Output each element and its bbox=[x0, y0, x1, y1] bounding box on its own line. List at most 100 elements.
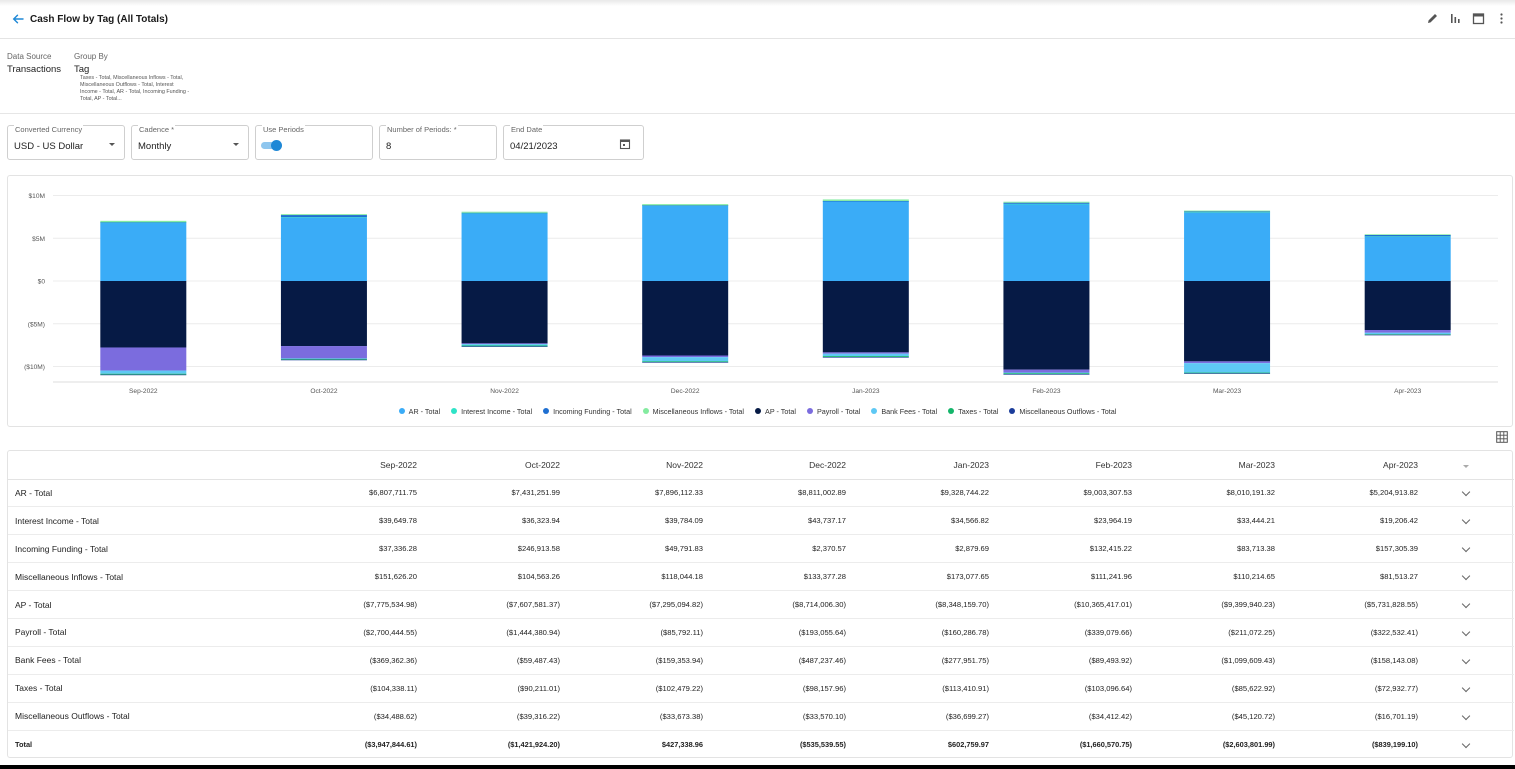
bar-segment[interactable] bbox=[1003, 374, 1090, 375]
bar-segment[interactable] bbox=[822, 352, 909, 354]
column-header[interactable]: Jan-2023 bbox=[846, 451, 989, 480]
calendar-icon[interactable] bbox=[1471, 11, 1486, 26]
bar-segment[interactable] bbox=[822, 353, 909, 357]
bar-segment[interactable] bbox=[822, 199, 909, 201]
bar-segment[interactable] bbox=[642, 205, 729, 206]
table-row[interactable]: Taxes - Total ($104,338.11) ($90,211.01) ($… bbox=[8, 674, 1514, 703]
row-expand[interactable] bbox=[1418, 674, 1514, 703]
bar-segment[interactable] bbox=[1184, 212, 1271, 213]
bar-segment[interactable] bbox=[461, 345, 548, 347]
row-expand[interactable] bbox=[1418, 534, 1514, 564]
row-expand[interactable] bbox=[1418, 479, 1514, 508]
bar-segment[interactable] bbox=[461, 213, 548, 281]
bar-segment[interactable] bbox=[1003, 369, 1090, 373]
bar-segment[interactable] bbox=[822, 201, 909, 281]
bar-segment[interactable] bbox=[280, 358, 367, 360]
column-header[interactable]: Sep-2022 bbox=[274, 451, 417, 480]
bar-segment[interactable] bbox=[642, 205, 729, 281]
bar-segment[interactable] bbox=[1184, 281, 1271, 362]
bar-segment[interactable] bbox=[642, 357, 729, 362]
bar-segment[interactable] bbox=[1184, 361, 1271, 364]
periods-input[interactable]: Number of Periods: * 8 bbox=[379, 125, 497, 160]
row-expand[interactable] bbox=[1418, 506, 1514, 536]
bar-segment[interactable] bbox=[280, 215, 367, 218]
calendar-picker-icon[interactable] bbox=[619, 138, 631, 150]
table-row[interactable]: Interest Income - Total $39,649.78 $36,323… bbox=[8, 506, 1514, 536]
chevron-down-icon[interactable] bbox=[1461, 683, 1471, 692]
bar-segment[interactable] bbox=[461, 211, 548, 213]
cadence-select[interactable]: Cadence * Monthly bbox=[131, 125, 249, 160]
more-vert-icon[interactable] bbox=[1494, 11, 1509, 26]
bar-segment[interactable] bbox=[822, 281, 909, 353]
table-grid-icon[interactable] bbox=[1496, 431, 1508, 443]
chevron-down-icon[interactable] bbox=[1461, 711, 1471, 720]
column-menu[interactable] bbox=[1418, 451, 1514, 480]
row-expand[interactable] bbox=[1418, 618, 1514, 647]
table-row[interactable]: AP - Total ($7,775,534.98) ($7,607,581.37)… bbox=[8, 590, 1514, 619]
column-header[interactable]: Nov-2022 bbox=[560, 451, 703, 480]
use-periods-toggle[interactable] bbox=[261, 140, 283, 151]
legend-item[interactable]: Interest Income - Total bbox=[451, 404, 532, 418]
chevron-down-icon[interactable] bbox=[1461, 627, 1471, 637]
bar-segment[interactable] bbox=[461, 343, 548, 345]
bar-segment[interactable] bbox=[280, 358, 367, 359]
legend-item[interactable]: Incoming Funding - Total bbox=[543, 404, 632, 418]
bar-segment[interactable] bbox=[280, 281, 367, 347]
bar-segment[interactable] bbox=[100, 347, 187, 371]
bar-segment[interactable] bbox=[1364, 332, 1451, 335]
column-header[interactable]: Oct-2022 bbox=[417, 451, 560, 480]
bar-segment[interactable] bbox=[1184, 211, 1271, 213]
column-header[interactable]: Mar-2023 bbox=[1132, 451, 1275, 480]
bar-segment[interactable] bbox=[280, 214, 367, 216]
chevron-down-icon[interactable] bbox=[1461, 655, 1471, 665]
legend-item[interactable]: Bank Fees - Total bbox=[871, 404, 937, 418]
column-header[interactable]: Apr-2023 bbox=[1275, 451, 1418, 480]
back-arrow-icon[interactable] bbox=[11, 12, 25, 26]
bar-segment[interactable] bbox=[1184, 373, 1271, 374]
table-row[interactable]: AR - Total $6,807,711.75 $7,431,251.99 $7,8… bbox=[8, 479, 1514, 508]
bar-segment[interactable] bbox=[1364, 334, 1451, 335]
edit-pencil-icon[interactable] bbox=[1425, 11, 1440, 26]
bar-segment[interactable] bbox=[100, 373, 187, 375]
chevron-down-icon[interactable] bbox=[1461, 488, 1471, 497]
bar-segment[interactable] bbox=[822, 356, 909, 358]
bar-segment[interactable] bbox=[100, 370, 187, 374]
bar-segment[interactable] bbox=[1364, 236, 1451, 281]
bar-segment[interactable] bbox=[1003, 203, 1090, 205]
bar-segment[interactable] bbox=[280, 217, 367, 281]
table-row[interactable]: Incoming Funding - Total $37,336.28 $246,9… bbox=[8, 534, 1514, 564]
bar-segment[interactable] bbox=[1003, 204, 1090, 281]
bar-segment[interactable] bbox=[461, 281, 548, 344]
bar-segment[interactable] bbox=[100, 222, 187, 281]
bar-segment[interactable] bbox=[461, 212, 548, 214]
bar-segment[interactable] bbox=[1364, 234, 1451, 237]
bar-segment[interactable] bbox=[1184, 210, 1271, 212]
bar-segment[interactable] bbox=[1003, 372, 1090, 374]
chevron-down-icon[interactable] bbox=[1461, 571, 1471, 581]
bar-segment[interactable] bbox=[1364, 236, 1451, 237]
column-header[interactable]: Feb-2023 bbox=[989, 451, 1132, 480]
bar-segment[interactable] bbox=[1184, 363, 1271, 373]
bar-segment[interactable] bbox=[1003, 373, 1090, 375]
table-row[interactable]: Bank Fees - Total ($369,362.36) ($59,487.4… bbox=[8, 646, 1514, 675]
row-expand[interactable] bbox=[1418, 702, 1514, 731]
legend-item[interactable]: AP - Total bbox=[755, 404, 796, 418]
bar-segment[interactable] bbox=[1003, 281, 1090, 370]
bar-segment[interactable] bbox=[1364, 234, 1451, 235]
bar-segment[interactable] bbox=[280, 346, 367, 359]
bar-segment[interactable] bbox=[100, 222, 187, 223]
bar-segment[interactable] bbox=[822, 357, 909, 358]
chevron-down-icon[interactable] bbox=[1461, 516, 1471, 525]
bar-segment[interactable] bbox=[280, 217, 367, 218]
end-date-input[interactable]: End Date 04/21/2023 bbox=[503, 125, 644, 160]
bar-segment[interactable] bbox=[642, 355, 729, 358]
bar-segment[interactable] bbox=[642, 204, 729, 206]
table-row[interactable]: Payroll - Total ($2,700,444.55) ($1,444,38… bbox=[8, 618, 1514, 647]
bar-segment[interactable] bbox=[461, 213, 548, 214]
currency-select[interactable]: Converted Currency USD - US Dollar bbox=[7, 125, 125, 160]
bar-segment[interactable] bbox=[100, 374, 187, 376]
bar-segment[interactable] bbox=[1364, 334, 1451, 336]
bar-segment[interactable] bbox=[100, 222, 187, 224]
bar-segment[interactable] bbox=[1184, 212, 1271, 281]
chart-type-icon[interactable] bbox=[1448, 11, 1463, 26]
